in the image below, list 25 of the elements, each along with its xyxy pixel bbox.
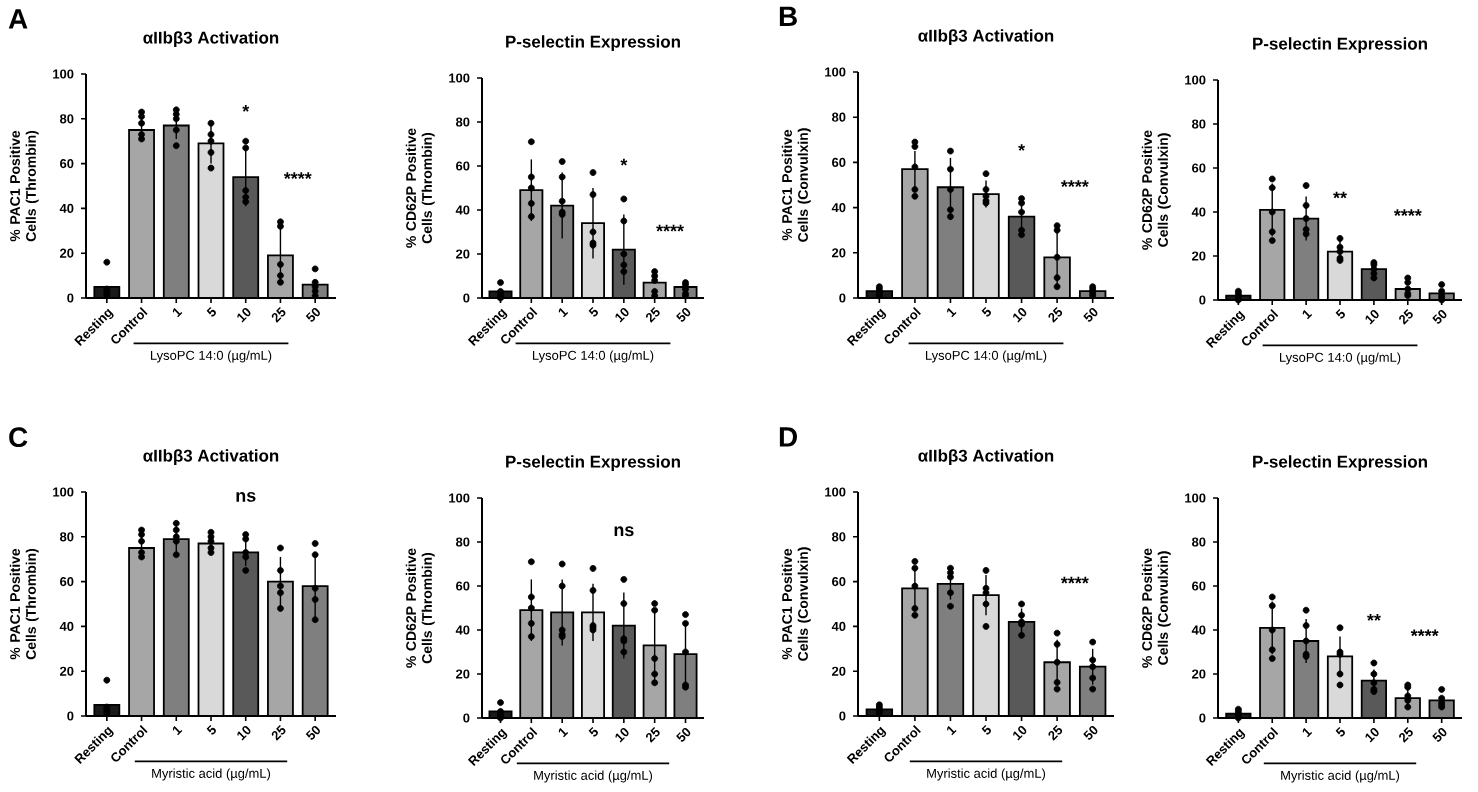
text: D <box>779 427 797 447</box>
chart-title: αIIbβ3 Activation <box>918 29 1054 46</box>
annotation: * <box>242 105 250 112</box>
annotation: **** <box>283 172 312 179</box>
chart-title: P-selectin Expression <box>506 455 680 472</box>
annotation: **** <box>1060 576 1089 584</box>
annotation: ** <box>1367 614 1381 621</box>
annotation: ** <box>1333 191 1347 199</box>
annotation: **** <box>1393 209 1422 216</box>
chart-title: P-selectin Expression <box>1253 37 1427 54</box>
chart-title: αIIbβ3 Activation <box>143 31 279 48</box>
chart-title: P-selectin Expression <box>506 35 680 52</box>
text: C <box>9 427 28 448</box>
annotation: ns <box>614 526 634 537</box>
chart-title: αIIbβ3 Activation <box>918 449 1054 466</box>
annotation: **** <box>656 224 684 232</box>
chart-title: αIIbβ3 Activation <box>143 449 279 466</box>
text: B <box>779 6 797 26</box>
annotation: **** <box>1060 180 1089 187</box>
annotation: * <box>1018 144 1026 151</box>
text: A <box>8 9 28 29</box>
annotation: * <box>620 158 628 166</box>
chart-title: P-selectin Expression <box>1253 455 1427 472</box>
annotation: **** <box>1410 629 1439 637</box>
annotation: ns <box>236 491 256 502</box>
